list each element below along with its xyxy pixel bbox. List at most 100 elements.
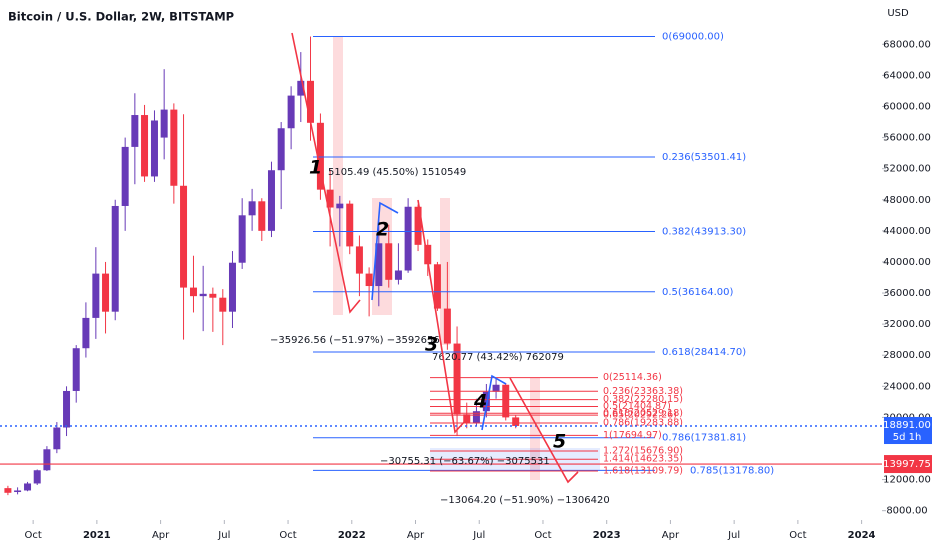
y-tick-label: 68000.00: [883, 39, 931, 50]
alert-label: 13997.75: [883, 459, 931, 470]
candle-body: [111, 205, 119, 312]
y-tick-label: 32000.00: [883, 319, 931, 330]
candle-body: [355, 246, 363, 274]
candle-body: [43, 449, 51, 471]
x-tick-label: 2024: [848, 530, 876, 541]
arrow: [417, 199, 467, 434]
candle-body: [228, 262, 236, 312]
candle-body: [33, 470, 41, 484]
x-tick-label: Jul: [727, 530, 740, 541]
candle-body: [404, 206, 412, 271]
chart-title: Bitcoin / U.S. Dollar, 2W, BITSTAMP: [8, 10, 234, 24]
candle-body: [453, 343, 461, 415]
x-tick-label: Oct: [279, 530, 296, 541]
candle-body: [472, 411, 480, 423]
arrow: [509, 377, 579, 484]
drawings: [291, 32, 579, 484]
candle-body: [170, 109, 178, 186]
candle-body: [180, 185, 188, 288]
candle-body: [492, 384, 500, 392]
candle-body: [385, 243, 393, 280]
measure-label: −30755.31 (−63.67%) −3075531: [380, 456, 550, 467]
candle-body: [150, 120, 158, 177]
candle-body: [512, 417, 520, 426]
wave-label: 5: [553, 431, 566, 453]
fib-label: 0.786(17381.81): [662, 433, 746, 444]
x-tick-label: Oct: [24, 530, 41, 541]
x-tick-label: Apr: [662, 530, 680, 541]
x-tick-label: Apr: [407, 530, 425, 541]
candle-body: [424, 244, 432, 265]
highlight-box: [530, 378, 540, 480]
candle-body: [72, 348, 80, 391]
candle-body: [365, 273, 373, 287]
candle-body: [502, 384, 510, 418]
fib-label: 0.5(36164.00): [662, 287, 734, 298]
wave-label: 1: [309, 157, 322, 179]
candle-body: [209, 293, 217, 298]
candle-body: [306, 80, 314, 123]
fib-label: 0.236(53501.41): [662, 152, 746, 163]
y-tick-label: 28000.00: [883, 350, 931, 361]
fib-label: 0.382(43913.30): [662, 227, 746, 238]
candle-body: [326, 189, 334, 208]
y-tick-label: 8000.00: [886, 506, 927, 517]
candle-body: [189, 287, 197, 297]
price-box: [884, 417, 932, 445]
candle-body: [375, 243, 383, 287]
candle-body: [24, 483, 32, 491]
fib-label: 0.618(20529.18): [603, 408, 683, 419]
y-tick-label: 60000.00: [883, 101, 931, 112]
x-tick-label: 2023: [593, 530, 621, 541]
measure-label: 5105.49 (45.50%) 1510549: [328, 167, 466, 178]
x-tick-label: 2021: [83, 530, 111, 541]
candle-body: [219, 297, 227, 312]
fib-label: 0.618(28414.70): [662, 347, 746, 358]
candle-body: [297, 80, 305, 96]
candle-body: [414, 206, 422, 245]
x-tick-label: Jul: [472, 530, 485, 541]
y-tick-label: 24000.00: [883, 381, 931, 392]
y-tick-label: 44000.00: [883, 226, 931, 237]
fib-label: 1.414(14623.35): [603, 454, 683, 465]
candle-body: [141, 115, 149, 177]
candle-body: [346, 203, 354, 247]
candle-body: [160, 109, 168, 138]
alert-box: [884, 455, 932, 474]
highlight-box: [333, 37, 343, 315]
fib-label: 0.382(22280.15): [603, 394, 683, 405]
candle-body: [238, 215, 246, 263]
arrow: [291, 32, 361, 314]
candle-body: [287, 95, 295, 129]
candle-body: [102, 273, 110, 312]
fib-label: 0.786(19283.88): [603, 417, 683, 428]
fib-label: 0(25114.36): [603, 372, 662, 383]
fib-label: 0.65(20292.26): [603, 410, 677, 421]
candle-body: [277, 128, 285, 171]
candle-body: [121, 146, 129, 206]
arrow: [481, 374, 507, 431]
fib-label: 0.785(13178.80): [690, 465, 774, 476]
y-tick-label: 64000.00: [883, 70, 931, 81]
x-tick-label: Apr: [152, 530, 170, 541]
arrow: [371, 201, 399, 301]
candle-body: [63, 390, 71, 428]
y-tick-label: 56000.00: [883, 133, 931, 144]
wave-label: 4: [473, 391, 487, 413]
candle-body: [463, 414, 471, 423]
fib-label: 1(17694.97): [603, 430, 662, 441]
x-tick-label: Jul: [217, 530, 230, 541]
candle-body: [199, 293, 207, 297]
candle-body: [4, 488, 12, 493]
highlight-box: [440, 198, 450, 345]
countdown-label: 5d 1h: [893, 432, 922, 443]
candle-body: [316, 122, 324, 190]
candle-body: [258, 201, 266, 231]
fib-label: 0(69000.00): [662, 32, 724, 43]
candle-body: [53, 427, 61, 450]
y-tick-label: 40000.00: [883, 257, 931, 268]
currency-label: USD: [887, 8, 909, 19]
measure-label: 7620.77 (43.42%) 762079: [432, 352, 564, 363]
measure-label: −35926.56 (−51.97%) −3592656: [270, 335, 440, 346]
